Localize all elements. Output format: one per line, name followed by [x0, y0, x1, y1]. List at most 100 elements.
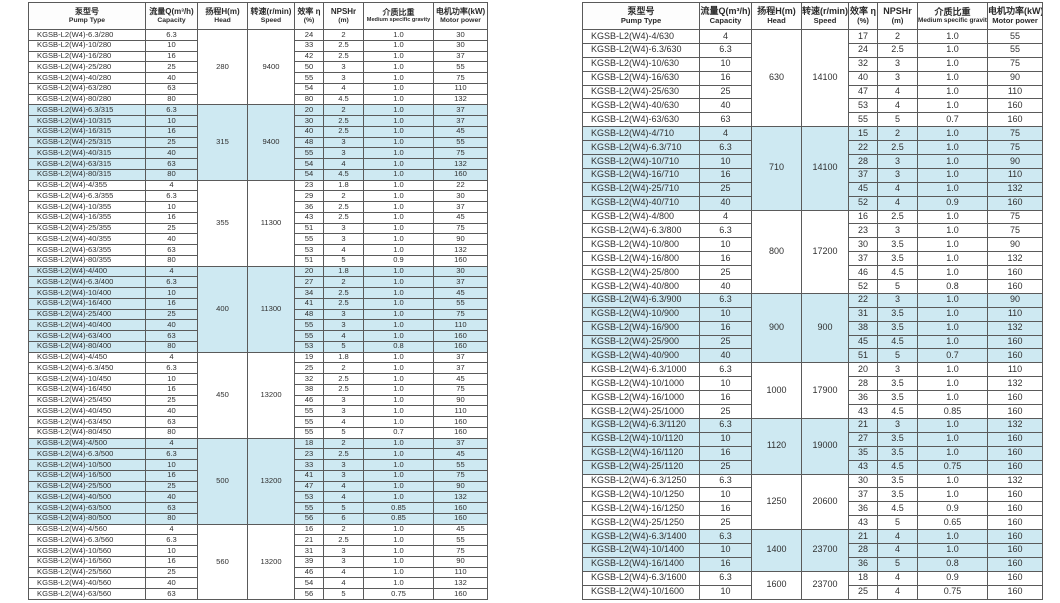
efficiency-cell: 25 — [848, 584, 878, 601]
pump-type-cell: KGSB-L2(W4)-10/1000 — [582, 376, 700, 392]
col-pump-type-zh: 泵型号 — [75, 6, 99, 16]
speed-cell: 19000 — [801, 417, 849, 475]
col-npshr-en: (m) — [338, 16, 349, 24]
npshr-cell: 4 — [323, 416, 364, 428]
capacity-cell: 4 — [699, 126, 752, 142]
gravity-cell: 1.0 — [917, 167, 988, 183]
gravity-cell: 1.0 — [363, 61, 434, 73]
capacity-cell: 25 — [699, 84, 752, 100]
capacity-cell: 10 — [699, 306, 752, 322]
power-cell: 55 — [987, 29, 1043, 44]
capacity-cell: 10 — [699, 584, 752, 601]
npshr-cell: 3.5 — [877, 320, 918, 336]
capacity-cell: 16 — [145, 469, 198, 482]
table-row: KGSB-L2(W4)-16/630 16 40 3 1.0 90 — [582, 70, 1043, 86]
pump-type-cell: KGSB-L2(W4)-6.3/500 — [28, 448, 146, 460]
speed-cell: 13200 — [247, 351, 295, 439]
pump-type-cell: KGSB-L2(W4)-80/280 — [28, 93, 146, 106]
power-cell: 110 — [433, 82, 488, 95]
npshr-cell: 3 — [323, 394, 364, 407]
efficiency-cell: 43 — [294, 211, 324, 224]
pump-type-cell: KGSB-L2(W4)-6.3/900 — [582, 292, 700, 308]
pump-type-cell: KGSB-L2(W4)-6.3/400 — [28, 276, 146, 288]
capacity-cell: 16 — [699, 390, 752, 406]
table-row: KGSB-L2(W4)-6.3/1600 6.3 1600 23700 18 4 0.9 16… — [582, 570, 1043, 601]
npshr-cell: 4 — [323, 577, 364, 589]
efficiency-cell: 52 — [848, 279, 878, 294]
power-cell: 37 — [433, 201, 488, 213]
power-cell: 90 — [987, 237, 1043, 253]
col-capacity-header: 流量Q(m³/h) Capacity — [699, 2, 752, 30]
efficiency-cell: 30 — [848, 473, 878, 489]
speed-cell: 23700 — [801, 529, 849, 572]
npshr-cell: 2.5 — [323, 201, 364, 213]
npshr-cell: 2.5 — [323, 373, 364, 385]
capacity-cell: 4 — [145, 179, 198, 192]
npshr-cell: 2 — [323, 29, 364, 41]
npshr-cell: 6 — [323, 512, 364, 525]
npshr-cell: 2.5 — [323, 287, 364, 299]
npshr-cell: 4.5 — [877, 265, 918, 281]
pump-type-cell: KGSB-L2(W4)-63/400 — [28, 330, 146, 342]
table-row: KGSB-L2(W4)-16/900 16 38 3.5 1.0 132 — [582, 320, 1043, 336]
efficiency-cell: 52 — [848, 195, 878, 211]
gravity-cell: 1.0 — [363, 405, 434, 417]
table-row: KGSB-L2(W4)-25/500 25 47 4 1.0 90 — [28, 480, 488, 493]
head-cell: 400 — [197, 265, 248, 353]
pump-type-cell: KGSB-L2(W4)-10/1120 — [582, 431, 700, 447]
power-cell: 37 — [433, 115, 488, 127]
table-row: KGSB-L2(W4)-25/1000 25 43 4.5 0.85 160 — [582, 404, 1043, 419]
table-row: KGSB-L2(W4)-6.3/1120 6.3 1120 19000 21 3 1.0 13… — [582, 417, 1043, 475]
pump-type-cell: KGSB-L2(W4)-4/560 — [28, 523, 146, 536]
npshr-cell: 3 — [323, 308, 364, 321]
head-cell: 900 — [751, 292, 802, 364]
head-cell: 355 — [197, 179, 248, 267]
npshr-cell: 3 — [323, 136, 364, 149]
table-row: KGSB-L2(W4)-4/560 4 560 13200 16 2 1.0 45 — [28, 523, 488, 600]
pump-type-cell: KGSB-L2(W4)-25/630 — [582, 84, 700, 100]
capacity-cell: 10 — [699, 56, 752, 72]
npshr-cell: 3 — [323, 72, 364, 84]
gravity-cell: 1.0 — [917, 417, 988, 433]
col-head-zh: 扬程H(m) — [205, 6, 240, 16]
pump-type-cell: KGSB-L2(W4)-4/500 — [28, 437, 146, 450]
efficiency-cell: 20 — [848, 362, 878, 378]
table-row: KGSB-L2(W4)-80/500 80 56 6 0.85 160 — [28, 512, 488, 525]
efficiency-cell: 30 — [294, 115, 324, 127]
capacity-cell: 6.3 — [145, 190, 198, 202]
col-head-en: Head — [214, 16, 231, 24]
npshr-cell: 3 — [323, 555, 364, 568]
power-cell: 160 — [987, 529, 1043, 544]
head-cell: 630 — [751, 28, 802, 128]
capacity-cell: 40 — [145, 577, 198, 589]
power-cell: 160 — [987, 556, 1043, 572]
pump-type-cell: KGSB-L2(W4)-10/1600 — [582, 584, 700, 601]
pump-type-cell: KGSB-L2(W4)-6.3/450 — [28, 362, 146, 374]
efficiency-cell: 53 — [294, 244, 324, 256]
table-row: KGSB-L2(W4)-10/280 10 33 2.5 1.0 30 — [28, 39, 488, 52]
npshr-cell: 4.5 — [323, 93, 364, 106]
head-cell: 500 — [197, 437, 248, 525]
power-cell: 132 — [987, 417, 1043, 433]
capacity-cell: 6.3 — [145, 104, 198, 116]
capacity-cell: 16 — [145, 383, 198, 396]
pump-type-cell: KGSB-L2(W4)-40/900 — [582, 348, 700, 364]
table-row: KGSB-L2(W4)-4/450 4 450 13200 19 1.8 1.0 37 — [28, 351, 488, 439]
efficiency-cell: 39 — [294, 555, 324, 568]
power-cell: 110 — [987, 362, 1043, 378]
power-cell: 160 — [987, 501, 1043, 517]
power-cell: 110 — [433, 566, 488, 579]
power-cell: 132 — [987, 251, 1043, 267]
gravity-cell: 1.0 — [363, 147, 434, 159]
pump-type-cell: KGSB-L2(W4)-10/400 — [28, 287, 146, 299]
efficiency-cell: 55 — [294, 426, 324, 439]
npshr-cell: 4 — [877, 542, 918, 558]
speed-cell: 9400 — [247, 28, 295, 106]
power-cell: 160 — [433, 502, 488, 514]
pump-type-cell: KGSB-L2(W4)-40/400 — [28, 319, 146, 331]
efficiency-cell: 47 — [294, 480, 324, 493]
pump-type-cell: KGSB-L2(W4)-6.3/1250 — [582, 473, 700, 489]
gravity-cell: 1.0 — [363, 416, 434, 428]
capacity-cell: 63 — [145, 502, 198, 514]
capacity-cell: 63 — [145, 416, 198, 428]
